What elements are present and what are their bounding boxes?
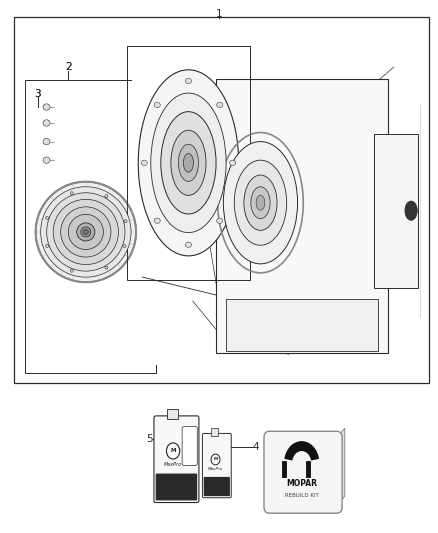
FancyBboxPatch shape — [226, 299, 378, 351]
FancyBboxPatch shape — [182, 426, 197, 465]
Text: MOPAR: MOPAR — [286, 479, 317, 488]
Text: MaxPro: MaxPro — [164, 462, 182, 467]
Ellipse shape — [185, 242, 191, 247]
Ellipse shape — [154, 218, 160, 223]
FancyBboxPatch shape — [374, 134, 418, 288]
Ellipse shape — [223, 142, 297, 264]
Ellipse shape — [123, 245, 126, 247]
Ellipse shape — [217, 218, 223, 223]
Text: MaxPro: MaxPro — [208, 467, 223, 471]
Ellipse shape — [46, 245, 49, 247]
Ellipse shape — [151, 93, 226, 232]
Ellipse shape — [154, 102, 160, 108]
Ellipse shape — [184, 154, 194, 172]
Text: 2: 2 — [65, 62, 72, 72]
Ellipse shape — [124, 220, 127, 223]
Ellipse shape — [256, 195, 265, 210]
Ellipse shape — [234, 160, 287, 245]
FancyBboxPatch shape — [154, 416, 199, 503]
Ellipse shape — [244, 175, 277, 230]
Text: 1: 1 — [215, 9, 223, 19]
Text: M: M — [213, 457, 218, 462]
FancyBboxPatch shape — [211, 429, 218, 435]
Ellipse shape — [185, 78, 191, 84]
Text: 6: 6 — [294, 450, 301, 460]
Ellipse shape — [105, 195, 108, 198]
FancyBboxPatch shape — [167, 409, 178, 418]
Bar — [25, 80, 155, 373]
Text: M: M — [170, 448, 176, 454]
Ellipse shape — [61, 207, 111, 257]
Ellipse shape — [53, 199, 118, 264]
FancyBboxPatch shape — [185, 433, 194, 461]
Ellipse shape — [43, 104, 50, 110]
Ellipse shape — [47, 193, 125, 271]
Ellipse shape — [217, 102, 223, 108]
FancyBboxPatch shape — [215, 79, 389, 353]
Ellipse shape — [251, 187, 270, 219]
Ellipse shape — [230, 160, 236, 165]
Ellipse shape — [81, 227, 91, 237]
Ellipse shape — [161, 112, 216, 214]
Wedge shape — [284, 441, 319, 461]
Text: 3: 3 — [35, 88, 41, 99]
Ellipse shape — [43, 139, 50, 145]
Ellipse shape — [68, 214, 103, 249]
Text: 4: 4 — [253, 442, 259, 452]
Ellipse shape — [77, 223, 95, 241]
Text: 2: 2 — [65, 62, 72, 72]
Ellipse shape — [46, 216, 49, 220]
Text: 3: 3 — [35, 88, 41, 99]
Ellipse shape — [105, 266, 108, 269]
Ellipse shape — [35, 182, 136, 282]
Polygon shape — [337, 428, 345, 507]
FancyBboxPatch shape — [155, 473, 197, 500]
Ellipse shape — [141, 160, 147, 165]
FancyBboxPatch shape — [204, 477, 230, 496]
Text: REBUILD KIT: REBUILD KIT — [285, 493, 318, 498]
Ellipse shape — [138, 70, 239, 256]
Text: 5: 5 — [146, 434, 152, 445]
Ellipse shape — [405, 201, 417, 220]
Ellipse shape — [41, 187, 131, 277]
Ellipse shape — [83, 229, 88, 235]
FancyBboxPatch shape — [264, 431, 342, 513]
Ellipse shape — [178, 144, 198, 181]
Ellipse shape — [43, 120, 50, 126]
Bar — [132, 56, 403, 365]
Bar — [14, 17, 428, 383]
Ellipse shape — [70, 269, 73, 272]
Ellipse shape — [70, 192, 73, 195]
FancyBboxPatch shape — [202, 433, 231, 498]
Ellipse shape — [43, 157, 50, 164]
Ellipse shape — [171, 130, 206, 196]
